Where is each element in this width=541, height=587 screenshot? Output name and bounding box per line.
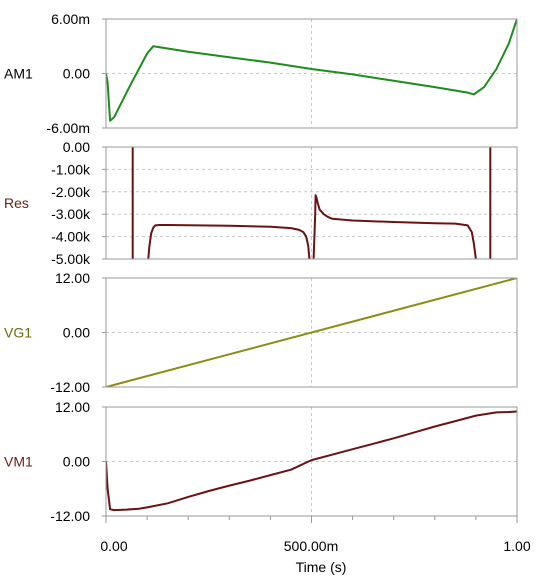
plot-frame bbox=[105, 277, 518, 388]
y-axis-label: VM1 bbox=[4, 454, 33, 470]
plot-frame bbox=[105, 18, 518, 129]
series-group bbox=[106, 278, 517, 387]
y-tick-label: 12.00 bbox=[55, 399, 90, 415]
y-tick-label: -5.00k bbox=[51, 251, 91, 267]
series-line bbox=[106, 410, 517, 512]
y-tick-label: -12.00 bbox=[50, 379, 90, 395]
series-group bbox=[106, 410, 517, 512]
x-tick-label: 1.00 bbox=[503, 538, 530, 554]
chart-panel: -6.00m 0.00 6.00m AM1 bbox=[4, 11, 518, 136]
chart-panel: 0.00 -1.00k -2.00k -3.00k -4.00k -5.00k Res bbox=[4, 139, 518, 267]
series-line bbox=[106, 19, 517, 122]
y-tick-label: -2.00k bbox=[51, 184, 91, 200]
y-tick-label: 0.00 bbox=[63, 325, 90, 341]
y-axis-label: Res bbox=[4, 195, 29, 211]
y-axis-label: AM1 bbox=[4, 66, 33, 82]
x-tick-label: 0.00 bbox=[100, 538, 127, 554]
series-line bbox=[106, 278, 517, 387]
y-tick-label: -6.00m bbox=[46, 120, 90, 136]
y-tick-label: -12.00 bbox=[50, 508, 90, 524]
y-tick-label: 6.00m bbox=[51, 11, 90, 27]
y-tick-label: 0.00 bbox=[63, 454, 90, 470]
chart-panel: -12.00 0.00 12.00 VG1 bbox=[4, 270, 518, 395]
series-group bbox=[131, 147, 492, 259]
series-line bbox=[147, 224, 311, 259]
series-line bbox=[312, 194, 477, 259]
y-tick-label: -3.00k bbox=[51, 206, 91, 222]
chart-panel: -12.00 0.00 12.00 VM1 bbox=[4, 399, 518, 524]
panels: -6.00m 0.00 6.00m AM1 0.00 -1.00k -2.00k -3.00k… bbox=[4, 11, 518, 524]
y-tick-label: 0.00 bbox=[63, 66, 90, 82]
y-tick-label: -1.00k bbox=[51, 161, 91, 177]
y-tick-label: 0.00 bbox=[63, 139, 90, 155]
x-axis-label: Time (s) bbox=[296, 559, 347, 575]
y-tick-label: 12.00 bbox=[55, 270, 90, 286]
plot-frame bbox=[105, 146, 518, 260]
x-axis: 0.00 500.00m 1.00 Time (s) bbox=[100, 516, 531, 575]
y-tick-label: -4.00k bbox=[51, 229, 91, 245]
y-axis-label: VG1 bbox=[4, 325, 32, 341]
series-group bbox=[106, 19, 517, 122]
x-tick-label: 500.00m bbox=[284, 538, 338, 554]
